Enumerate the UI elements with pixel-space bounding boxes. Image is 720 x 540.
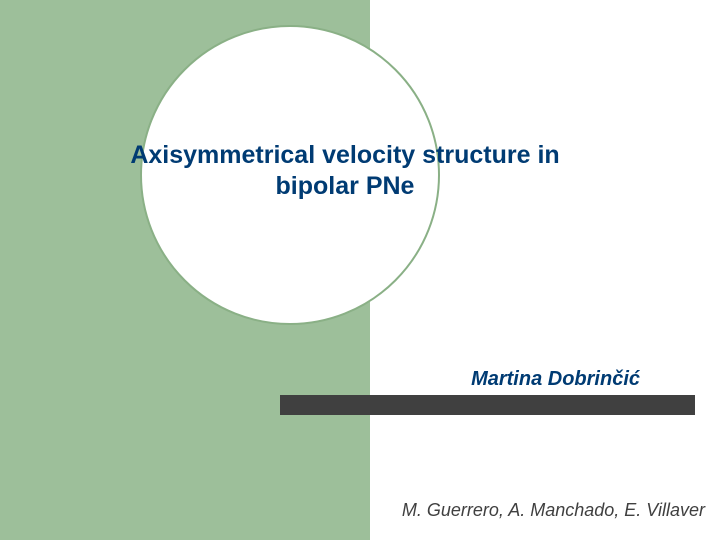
coauthors: M. Guerrero, A. Manchado, E. Villaver: [345, 500, 705, 521]
accent-bar: [280, 395, 695, 415]
slide: Axisymmetrical velocity structure in bip…: [0, 0, 720, 540]
slide-title: Axisymmetrical velocity structure in bip…: [110, 140, 580, 203]
presenter-name: Martina Dobrinčić: [370, 368, 640, 391]
